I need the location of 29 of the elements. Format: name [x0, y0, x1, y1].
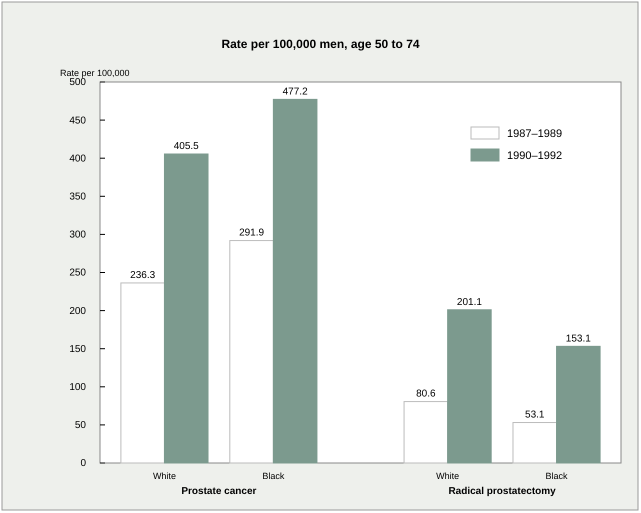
x-tick-label: Black: [546, 471, 568, 481]
data-label: 80.6: [416, 388, 436, 400]
y-tick-label: 0: [80, 458, 86, 470]
x-tick-label: Black: [262, 471, 285, 481]
data-label: 291.9: [239, 228, 265, 239]
y-axis-title: Rate per 100,000: [60, 68, 130, 78]
x-tick-label: White: [152, 471, 176, 481]
y-tick-label: 500: [69, 77, 86, 88]
data-label: 153.1: [566, 333, 592, 344]
chart-title: Rate per 100,000 men, age 50 to 74: [221, 37, 420, 51]
y-tick-label: 250: [69, 268, 86, 279]
data-label: 405.5: [174, 141, 200, 152]
y-tick-label: 150: [69, 344, 86, 355]
y-tick-label: 50: [74, 420, 86, 432]
y-tick-label: 300: [69, 230, 86, 241]
y-tick-label: 100: [69, 382, 86, 393]
text: Prostate cancer: [181, 486, 257, 497]
data-label: 201.1: [456, 296, 482, 308]
data-label: 236.3: [130, 270, 156, 281]
data-label: 53.1: [525, 410, 545, 421]
x-tick-label: White: [436, 471, 460, 481]
y-tick-label: 450: [69, 115, 86, 126]
legend-label: 1990–1992: [507, 150, 562, 162]
legend-label: 1987–1989: [507, 128, 562, 140]
y-tick-label: 400: [69, 153, 86, 164]
y-tick-label: 200: [69, 306, 86, 317]
y-tick-label: 350: [69, 192, 86, 202]
data-label: 477.2: [282, 86, 308, 98]
text: Radical prostatectomy: [448, 486, 556, 497]
